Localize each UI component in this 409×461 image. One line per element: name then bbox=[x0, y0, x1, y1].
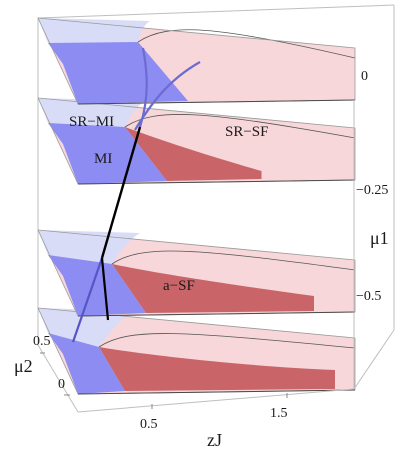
z-tick-0: 0 bbox=[361, 69, 368, 84]
sf-boundary-curve bbox=[111, 250, 356, 271]
plane-front-edge bbox=[77, 99, 356, 105]
plane-front-edge bbox=[77, 389, 356, 395]
plane-front-edge bbox=[77, 311, 356, 317]
tick-marks bbox=[40, 352, 288, 409]
region-label-sr-mi: SR−MI bbox=[69, 114, 114, 130]
phase-boundary-curves bbox=[71, 47, 201, 343]
plane-mu1-1 bbox=[37, 97, 356, 185]
z-axis-label: μ1 bbox=[370, 228, 389, 248]
phase-region-mi bbox=[48, 255, 146, 316]
phase-region-mi bbox=[48, 123, 167, 184]
bounding-box-back bbox=[37, 4, 395, 345]
phase-region-a-sf bbox=[112, 264, 314, 313]
y-axis-label: μ2 bbox=[14, 356, 33, 376]
phase-region-sr-mi bbox=[38, 230, 140, 266]
z-axis-label-text: μ1 bbox=[370, 228, 389, 248]
x-tick-1: 1.5 bbox=[270, 406, 288, 421]
x-tick-0: 0.5 bbox=[140, 417, 158, 432]
y-tick-0: 0.5 bbox=[33, 334, 51, 349]
plane-mu1-2 bbox=[37, 229, 356, 317]
phase-region-mi bbox=[48, 333, 125, 394]
sf-boundary-curve bbox=[137, 29, 356, 59]
phase-planes bbox=[37, 17, 356, 395]
z-tick-1: −0.25 bbox=[356, 183, 388, 198]
bounding-box-front bbox=[37, 100, 395, 413]
x-axis-label: zJ bbox=[207, 430, 222, 450]
phase-region-mi bbox=[48, 42, 188, 104]
phase-region-a-sf bbox=[99, 347, 335, 391]
y-tick-1: 0 bbox=[58, 377, 65, 392]
region-label-a-sf: a−SF bbox=[163, 278, 195, 294]
sf-boundary-curve bbox=[124, 114, 356, 139]
z-tick-2: −0.5 bbox=[356, 289, 381, 304]
sf-boundary-curve bbox=[98, 333, 356, 349]
plane-mu1-0 bbox=[37, 17, 356, 105]
plane-mu1-3 bbox=[37, 307, 356, 395]
phase-region-a-sf bbox=[125, 127, 262, 181]
region-label-sr-sf: SR−SF bbox=[225, 124, 269, 140]
region-label-mi: MI bbox=[94, 151, 112, 167]
